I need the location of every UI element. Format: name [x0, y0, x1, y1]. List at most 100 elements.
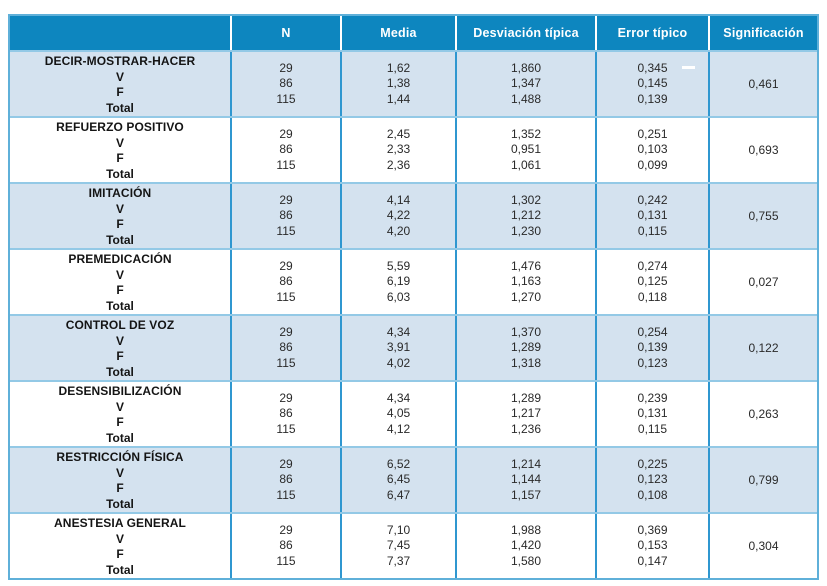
media-cell: 1,62 1,38 1,44	[340, 52, 455, 116]
row-label-f: F	[116, 85, 124, 99]
error-value-total: 0,108	[637, 487, 668, 502]
media-value-total: 2,36	[386, 157, 411, 172]
table-row-group: IMITACIÓN V F Total 29 86 115 4,14 4,22 …	[10, 182, 817, 248]
media-value-v: 4,14	[386, 192, 411, 207]
n-value-v: 29	[279, 192, 293, 207]
error-value-f: 0,145	[637, 76, 668, 91]
error-value-f: 0,131	[637, 208, 668, 223]
desviacion-value-v: 1,352	[510, 126, 542, 141]
error-value-total: 0,118	[637, 289, 668, 304]
desviacion-cell: 1,370 1,289 1,318	[455, 316, 595, 380]
n-value-v: 29	[279, 390, 293, 405]
significacion-value: 0,263	[748, 407, 779, 421]
desviacion-value-total: 1,580	[510, 553, 542, 568]
significacion-cell: 0,122	[708, 316, 817, 380]
row-label-f: F	[116, 283, 124, 297]
significacion-value: 0,755	[748, 209, 779, 223]
row-label-v: V	[115, 201, 124, 216]
desviacion-value-f: 1,163	[510, 274, 542, 289]
row-label-total: Total	[106, 364, 134, 379]
n-cell: 29 86 115	[230, 448, 340, 512]
desviacion-value-f: 1,420	[510, 538, 542, 553]
n-value-total: 115	[276, 487, 296, 502]
n-cell: 29 86 115	[230, 184, 340, 248]
error-value-v: 0,274	[637, 258, 668, 273]
media-value-total: 1,44	[386, 91, 411, 106]
media-cell: 5,59 6,19 6,03	[340, 250, 455, 314]
desviacion-value-f: 1,289	[510, 340, 542, 355]
media-value-v: 4,34	[386, 324, 411, 339]
row-label-total: Total	[106, 232, 134, 247]
row-label-total: Total	[106, 166, 134, 181]
header-cell-significacion: Significación	[708, 16, 817, 50]
group-name: PREMEDICACIÓN	[68, 252, 172, 266]
error-value-v: 0,251	[637, 126, 668, 141]
error-value-total: 0,115	[637, 421, 668, 436]
group-name: DECIR-MOSTRAR-HACER	[44, 54, 196, 68]
group-name: REFUERZO POSITIVO	[56, 120, 184, 134]
n-value-v: 29	[279, 522, 293, 537]
error-cell: 0,239 0,131 0,115	[595, 382, 708, 446]
error-value-v: 0,369	[637, 522, 668, 537]
table-row-group: DESENSIBILIZACIÓN V F Total 29 86 115 4,…	[10, 380, 817, 446]
group-label-cell: RESTRICCIÓN FÍSICA V F Total	[10, 448, 230, 512]
table-row-group: REFUERZO POSITIVO V F Total 29 86 115 2,…	[10, 116, 817, 182]
table-row-group: RESTRICCIÓN FÍSICA V F Total 29 86 115 6…	[10, 446, 817, 512]
error-value-total: 0,115	[637, 223, 668, 238]
table-header-row: N Media Desviación típica Error típico S…	[10, 16, 817, 50]
desviacion-value-total: 1,318	[510, 355, 542, 370]
n-value-total: 115	[276, 91, 296, 106]
media-value-f: 6,45	[386, 472, 411, 487]
row-label-total: Total	[106, 496, 134, 511]
error-value-v: 0,242	[637, 192, 668, 207]
significacion-cell: 0,263	[708, 382, 817, 446]
row-label-v: V	[115, 531, 124, 546]
row-label-v: V	[115, 135, 124, 150]
media-value-v: 5,59	[386, 258, 411, 273]
row-label-v: V	[115, 267, 124, 282]
statistics-table: N Media Desviación típica Error típico S…	[8, 14, 819, 580]
desviacion-cell: 1,302 1,212 1,230	[455, 184, 595, 248]
row-label-f: F	[116, 151, 124, 165]
n-cell: 29 86 115	[230, 316, 340, 380]
group-label-cell: IMITACIÓN V F Total	[10, 184, 230, 248]
table-body: DECIR-MOSTRAR-HACER V F Total 29 86 115 …	[10, 50, 817, 578]
media-value-f: 4,05	[386, 406, 411, 421]
group-label-cell: ANESTESIA GENERAL V F Total	[10, 514, 230, 578]
desviacion-cell: 1,352 0,951 1,061	[455, 118, 595, 182]
row-label-v: V	[115, 69, 124, 84]
media-value-f: 3,91	[386, 340, 411, 355]
error-value-f: 0,103	[637, 142, 668, 157]
error-value-v: 0,239	[637, 390, 668, 405]
table-row-group: DECIR-MOSTRAR-HACER V F Total 29 86 115 …	[10, 50, 817, 116]
n-value-total: 115	[276, 553, 296, 568]
desviacion-value-total: 1,230	[510, 223, 542, 238]
group-label-cell: REFUERZO POSITIVO V F Total	[10, 118, 230, 182]
row-label-total: Total	[106, 430, 134, 445]
n-value-f: 86	[279, 340, 293, 355]
error-cell: 0,274 0,125 0,118	[595, 250, 708, 314]
significacion-cell: 0,799	[708, 448, 817, 512]
significacion-cell: 0,304	[708, 514, 817, 578]
row-label-f: F	[116, 349, 124, 363]
error-cell: 0,251 0,103 0,099	[595, 118, 708, 182]
n-value-f: 86	[279, 76, 293, 91]
desviacion-cell: 1,988 1,420 1,580	[455, 514, 595, 578]
group-name: CONTROL DE VOZ	[65, 318, 175, 332]
desviacion-value-v: 1,214	[510, 456, 542, 471]
n-cell: 29 86 115	[230, 382, 340, 446]
desviacion-cell: 1,214 1,144 1,157	[455, 448, 595, 512]
header-cell-empty	[10, 16, 230, 50]
media-value-v: 4,34	[386, 390, 411, 405]
group-label-cell: DECIR-MOSTRAR-HACER V F Total	[10, 52, 230, 116]
media-value-total: 6,03	[386, 289, 411, 304]
error-value-total: 0,099	[637, 157, 668, 172]
media-cell: 4,34 3,91 4,02	[340, 316, 455, 380]
media-cell: 2,45 2,33 2,36	[340, 118, 455, 182]
error-value-v: 0,345	[637, 60, 668, 75]
significacion-cell: 0,461	[708, 52, 817, 116]
desviacion-value-f: 0,951	[510, 142, 542, 157]
desviacion-cell: 1,476 1,163 1,270	[455, 250, 595, 314]
row-label-v: V	[115, 465, 124, 480]
table-row-group: ANESTESIA GENERAL V F Total 29 86 115 7,…	[10, 512, 817, 578]
